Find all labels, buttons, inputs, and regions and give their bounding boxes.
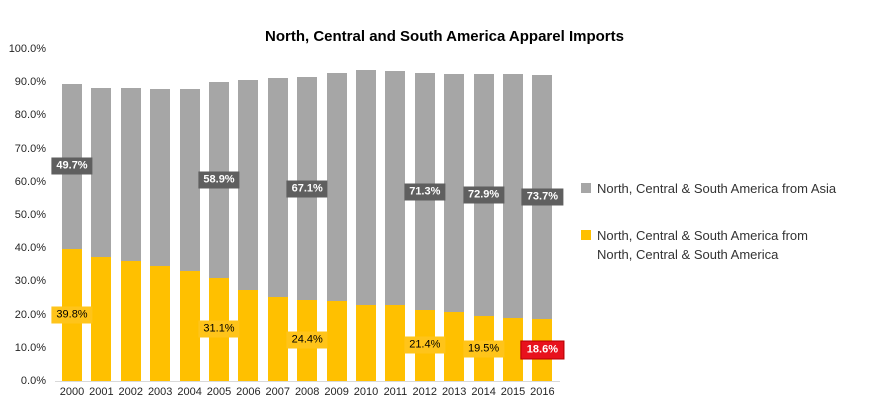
asia-bar-segment — [356, 69, 376, 305]
asia-bar-segment — [267, 78, 288, 298]
chart-title: North, Central and South America Apparel… — [265, 28, 624, 45]
plot-area: 49.7% 58.9% 67.1% 71.3% 72.9% 73.7% 39.8% 31.1%… — [51, 49, 564, 381]
highlighted-domestic-data-label: 18.6% — [520, 340, 564, 360]
domestic-bar-segment — [326, 300, 347, 381]
asia-data-label: 72.9% — [462, 186, 505, 204]
domestic-bar-segment — [503, 317, 523, 381]
domestic-bar-segment — [120, 261, 141, 381]
x-axis-label: 2009 — [324, 386, 349, 398]
domestic-data-label: 39.8% — [51, 306, 93, 324]
x-axis-label: 2001 — [89, 386, 114, 398]
y-tick-label: 30.0% — [14, 275, 46, 288]
asia-bar-segment — [120, 87, 141, 262]
domestic-bar-segment — [238, 289, 259, 381]
domestic-bar-segment — [267, 297, 288, 381]
legend-item-domestic: North, Central & South America from Nort… — [581, 226, 881, 264]
x-axis-label: 2006 — [236, 386, 261, 398]
x-axis-label: 2012 — [412, 386, 438, 398]
asia-bar-segment — [385, 70, 406, 306]
y-tick-label: 20.0% — [14, 308, 46, 321]
x-axis-line — [55, 381, 560, 382]
domestic-bar-segment — [385, 305, 406, 381]
x-axis-label: 2003 — [147, 386, 173, 398]
x-axis-label: 2010 — [353, 386, 379, 398]
domestic-bar-segment — [179, 271, 200, 381]
domestic-data-label: 19.5% — [462, 340, 505, 358]
domestic-bar-segment — [150, 266, 171, 381]
domestic-data-label: 21.4% — [404, 336, 446, 354]
x-axis-label: 2000 — [59, 386, 85, 398]
domestic-data-label: 24.4% — [286, 331, 328, 349]
domestic-data-label: 31.1% — [198, 320, 240, 338]
x-axis-label: 2008 — [294, 386, 320, 398]
x-axis-label: 2014 — [471, 386, 496, 398]
y-tick-label: 50.0% — [14, 209, 46, 221]
x-axis-label: 2013 — [441, 386, 467, 398]
asia-bar-segment — [503, 73, 523, 318]
x-axis-label: 2011 — [383, 386, 408, 398]
x-axis-label: 2005 — [206, 386, 232, 398]
y-tick-label: 70.0% — [14, 142, 46, 155]
asia-data-label: 67.1% — [286, 180, 328, 198]
asia-bar-segment — [179, 89, 200, 272]
x-axis-label: 2007 — [265, 386, 291, 398]
asia-data-label: 49.7% — [51, 157, 93, 175]
asia-bar-segment — [326, 72, 347, 301]
y-tick-label: 60.0% — [14, 175, 46, 188]
y-tick-label: 0.0% — [20, 375, 46, 387]
domestic-bar-segment — [91, 257, 112, 381]
legend: North, Central & South America from Asia… — [581, 179, 881, 264]
asia-data-label: 58.9% — [198, 171, 240, 189]
asia-data-label: 71.3% — [404, 183, 446, 201]
asia-bar-segment — [444, 73, 465, 313]
domestic-bar-segment — [356, 304, 376, 381]
domestic-bar-segment — [444, 312, 465, 381]
asia-series-swatch-icon — [581, 183, 591, 193]
domestic-series-swatch-icon — [581, 230, 591, 240]
y-tick-label: 10.0% — [14, 341, 46, 354]
x-axis-label: 2015 — [500, 386, 526, 398]
legend-item-asia: North, Central & South America from Asia — [581, 179, 881, 198]
x-axis-label: 2016 — [530, 386, 555, 398]
x-axis-label: 2002 — [118, 386, 144, 398]
asia-data-label: 73.7% — [521, 188, 563, 206]
y-tick-label: 40.0% — [14, 242, 46, 255]
x-axis-label: 2004 — [177, 386, 202, 398]
y-tick-label: 100.0% — [8, 43, 46, 55]
legend-label-asia: North, Central & South America from Asia — [597, 181, 837, 196]
y-tick-label: 90.0% — [14, 76, 46, 89]
asia-bar-segment — [91, 87, 112, 258]
asia-bar-segment — [150, 89, 171, 267]
legend-label-domestic: North, Central & South America from Nort… — [597, 228, 808, 262]
asia-bar-segment — [238, 79, 259, 290]
y-tick-label: 80.0% — [14, 109, 46, 122]
